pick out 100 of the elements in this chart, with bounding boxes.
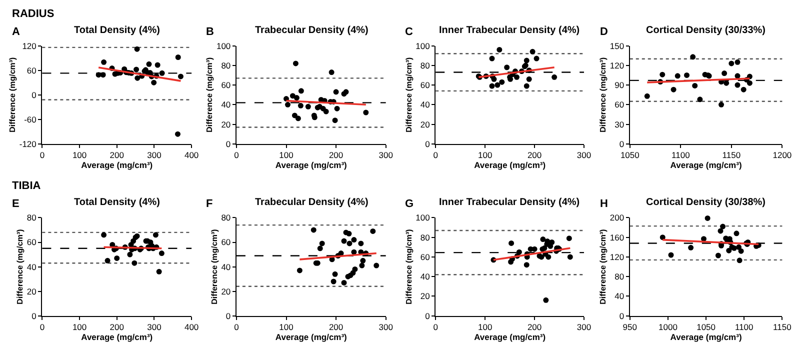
point [292,112,298,118]
y-axis-title: Difference (mg/cm³) [16,228,25,304]
point [132,260,138,266]
text: C [405,26,413,38]
point [330,278,336,284]
y-tick-label: 30 [614,119,624,130]
point [734,82,740,88]
x-tick-label: 100 [279,150,294,160]
x-axis-title: Average (mg/cm³) [275,332,348,342]
x-tick-label: 1150 [773,322,792,332]
x-tick-label: 100 [478,150,492,160]
point [358,240,364,246]
y-tick-label: 0 [226,138,231,149]
x-axis-title: Average (mg/cm³) [474,332,546,342]
point [524,58,530,64]
point [294,95,300,101]
point [310,227,316,233]
point [341,280,347,286]
x-tick-label: 200 [328,322,344,332]
y-axis-title: Difference (mg/cm³) [598,228,608,304]
x-tick-label: 0 [433,322,438,332]
x-axis-title: Average (mg/cm³) [81,160,153,170]
point [670,86,676,92]
point [524,83,530,89]
point [524,262,530,268]
point [305,104,311,110]
point [101,232,107,238]
y-tick-label: 40 [614,291,624,302]
y-tick-label: 20 [221,119,231,130]
point [319,240,325,246]
point [718,102,724,108]
x-tick-label: 300 [147,322,162,332]
chart-title: Trabecular Density (4%) [255,197,368,208]
y-tick-label: 200 [610,212,624,223]
point [151,80,157,86]
point [127,252,133,258]
point [740,86,746,92]
y-axis-title: Difference (mg/cm³) [210,228,219,304]
point [363,110,369,116]
x-tick-label: 1050 [696,322,716,332]
point [333,89,339,95]
text: G [405,198,414,210]
point [292,60,298,66]
point [374,262,380,268]
point [178,74,184,80]
point [134,75,140,81]
x-tick-label: 1100 [734,322,754,332]
x-tick-label: 100 [279,322,294,332]
x-tick-label: 300 [147,150,162,160]
y-tick-label: 80 [221,212,231,223]
point [332,118,338,124]
point [341,238,347,244]
point [96,72,102,78]
point [489,56,495,62]
point [738,248,744,254]
point [728,60,734,66]
point [134,46,140,52]
point [298,88,304,94]
x-tick-label: 200 [527,322,542,332]
point [704,215,710,221]
point [174,131,180,137]
x-tick-label: 200 [328,150,344,160]
y-axis-title: Difference (mg/cm³) [598,56,608,132]
chart-title: Inner Trabecular Density (4%) [439,197,580,208]
point [530,48,536,54]
point [328,70,334,76]
y-tick-label: 80 [614,272,624,282]
point [549,240,555,245]
y-tick-label: 0 [619,310,624,321]
x-tick-label: 400 [184,150,199,160]
y-axis-title: Difference (mg/cm³) [205,56,214,132]
y-tick-label: 100 [416,40,430,51]
chart-title: Trabecular Density (4%) [255,25,368,36]
x-axis-title: Average (mg/cm³) [670,332,742,342]
point [496,46,502,52]
y-tick-label: 160 [610,232,624,242]
point [644,93,650,99]
point [734,59,740,65]
text: B [206,26,214,38]
point [746,80,752,86]
y-tick-label: 100 [416,212,430,223]
y-tick-label: 60 [26,237,37,248]
text: H [600,198,608,210]
point [526,76,532,82]
x-tick-label: 1200 [772,150,792,160]
point [567,254,573,260]
y-tick-label: 60 [614,100,624,110]
text: A [12,26,20,38]
x-tick-label: 0 [40,322,45,332]
y-tick-label: 40 [221,100,231,110]
y-tick-label: 100 [216,40,231,51]
y-tick-label: 40 [221,262,231,272]
y-tick-label: 120 [610,60,624,70]
point [668,252,674,258]
point [660,72,666,78]
point [540,236,546,242]
y-axis-title: Difference (mg/cm³) [404,228,414,304]
point [317,246,323,252]
text: TIBIA [12,180,41,192]
point [736,258,742,264]
